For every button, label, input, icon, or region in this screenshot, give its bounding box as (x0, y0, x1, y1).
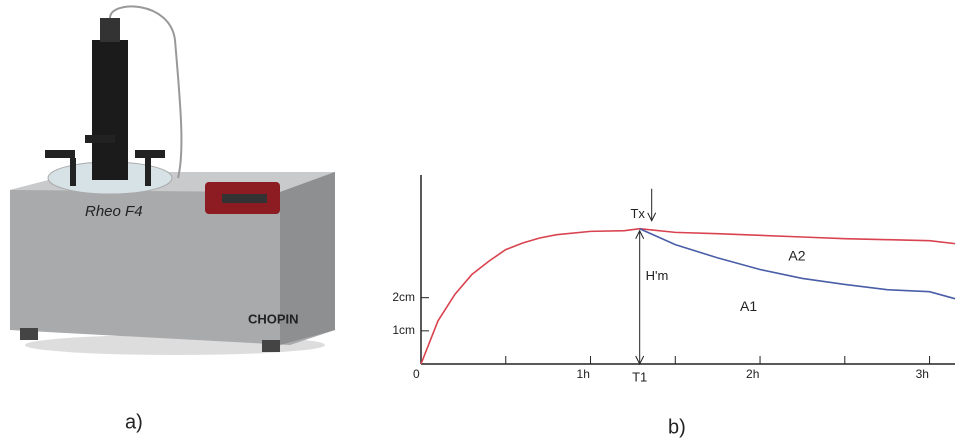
knob-stem (70, 158, 76, 186)
series-label: A2 (788, 248, 805, 264)
cylinder (92, 40, 128, 180)
panel-label: b) (668, 416, 686, 438)
y-tick-label: 2cm (392, 290, 415, 304)
arrow-head (647, 212, 657, 222)
marker-height-label: H'm (646, 268, 669, 283)
foot (20, 328, 38, 340)
display (222, 194, 267, 203)
panel-label: a) (125, 411, 143, 433)
x-tick-label: 1h (577, 367, 590, 381)
marker-top-label: Tx (630, 206, 645, 221)
body (10, 172, 335, 345)
arrow-head (635, 229, 645, 239)
knob (135, 150, 165, 158)
maker: CHOPIN (248, 311, 299, 326)
brand: Rheo F4 (85, 203, 143, 220)
body-side (280, 172, 335, 345)
series-line (420, 227, 956, 365)
cap (100, 18, 120, 42)
series-line (639, 227, 956, 300)
knob (85, 135, 115, 143)
cable (109, 5, 183, 179)
chart: 0 1h 2h 3h 1cm 2cm A2 A1 Tx H'm T1 (392, 175, 956, 384)
x-tick-label: 3h (916, 367, 929, 381)
marker-x-label: T1 (632, 369, 647, 384)
device-photo: Rheo F4 CHOPIN a) (10, 5, 335, 433)
x-tick-label: 0 (413, 367, 420, 381)
foot (262, 340, 280, 352)
x-tick-label: 2h (746, 367, 759, 381)
series-label: A1 (740, 298, 757, 314)
arrow-head (635, 355, 645, 366)
y-tick-label: 1cm (392, 323, 415, 337)
knob-stem (145, 158, 151, 186)
knob (45, 150, 75, 158)
